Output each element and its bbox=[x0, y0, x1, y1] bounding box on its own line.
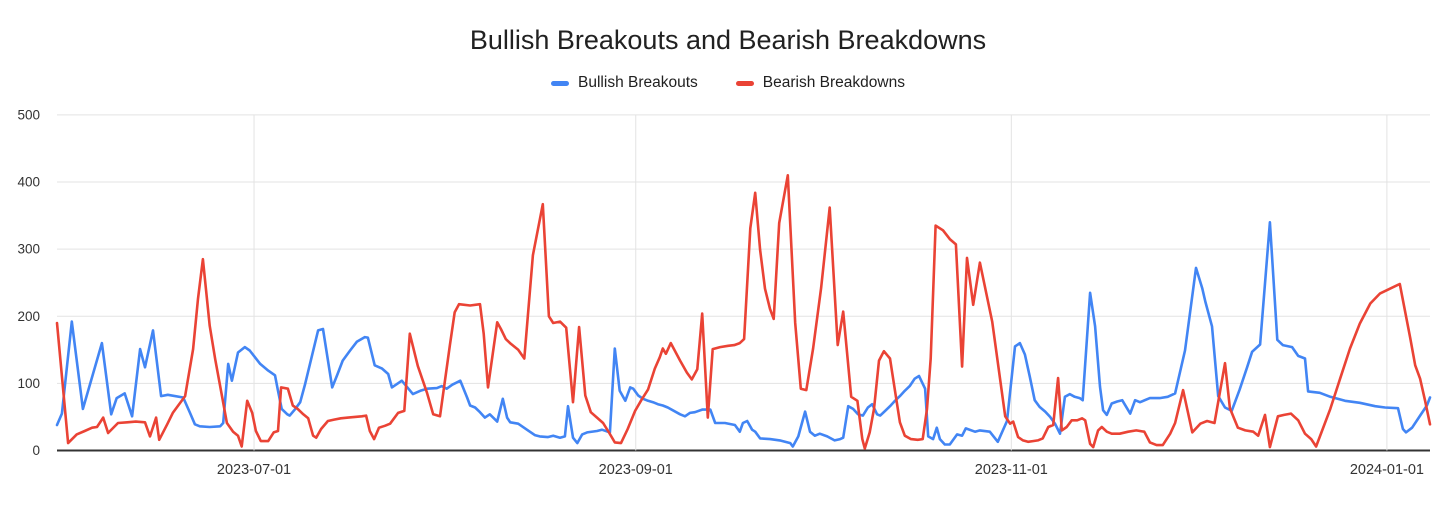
bullish-breakouts-line bbox=[55, 221, 1432, 448]
y-axis-tick-label: 0 bbox=[32, 443, 40, 458]
bullish-series-swatch-icon bbox=[551, 80, 570, 86]
legend-item-bearish: Bearish Breakdowns bbox=[735, 74, 905, 92]
legend-label-bullish: Bullish Breakouts bbox=[578, 74, 698, 91]
y-axis-tick-label: 100 bbox=[17, 376, 40, 391]
bearish-breakdowns-line bbox=[55, 174, 1432, 450]
y-axis-tick-label: 300 bbox=[17, 242, 40, 257]
chart-title: Bullish Breakouts and Bearish Breakdowns bbox=[469, 25, 987, 55]
x-axis-tick-label: 2023-09-01 bbox=[599, 462, 673, 478]
x-axis-tick-label: 2024-01-01 bbox=[1350, 462, 1424, 478]
bearish-series-swatch-icon bbox=[735, 80, 754, 86]
legend-label-bearish: Bearish Breakdowns bbox=[762, 74, 905, 91]
x-axis-tick-label: 2023-11-01 bbox=[975, 462, 1048, 478]
x-axis-tick-label: 2023-07-01 bbox=[217, 462, 291, 478]
y-axis-tick-label: 400 bbox=[17, 175, 40, 190]
chart-legend: Bullish Breakouts Bearish Breakdowns bbox=[0, 74, 1456, 92]
y-axis-tick-label: 500 bbox=[17, 107, 40, 122]
y-axis-tick-label: 200 bbox=[17, 309, 40, 324]
legend-item-bullish: Bullish Breakouts bbox=[551, 74, 698, 92]
